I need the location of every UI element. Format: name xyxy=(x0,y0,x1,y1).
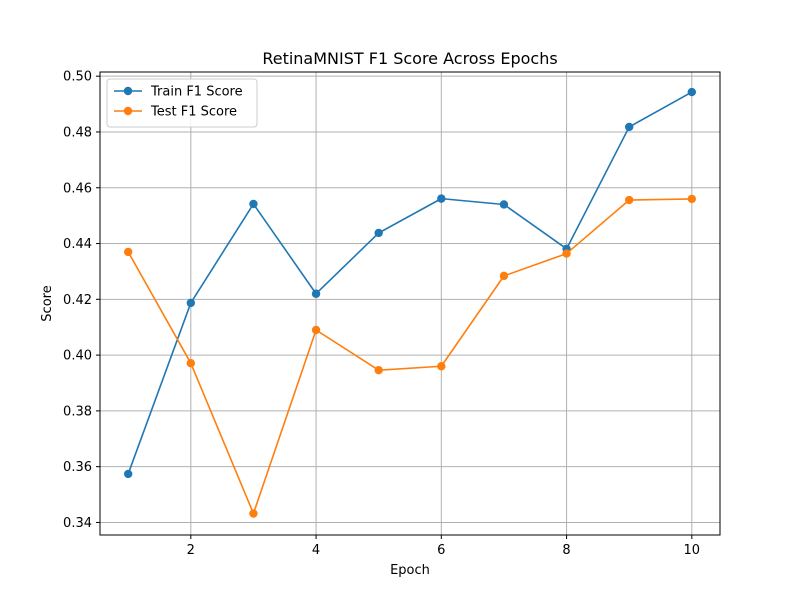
train-f1-score-point xyxy=(687,87,697,97)
chart-title: RetinaMNIST F1 Score Across Epochs xyxy=(262,49,557,68)
test-f1-score-point xyxy=(499,271,509,281)
legend-train-f1-score-swatch-marker xyxy=(123,86,133,96)
legend-train-f1-score-label: Train F1 Score xyxy=(150,85,243,100)
test-f1-score-point xyxy=(249,509,258,518)
grid-lines xyxy=(100,72,720,535)
train-f1-score-point xyxy=(499,200,509,209)
y-axis: 0.34 0.36 0.38 0.40 0.42 0.44 0.46 0.48 0.50 xyxy=(63,70,100,531)
train-f1-score-line xyxy=(127,91,693,475)
test-f1-score-point xyxy=(186,358,196,368)
legend-box xyxy=(106,78,258,128)
test-f1-score-point xyxy=(687,194,697,204)
train-f1-score-point xyxy=(311,289,321,298)
test-f1-score-point xyxy=(123,247,133,257)
y-tick-label: 0.42 xyxy=(63,293,92,308)
y-tick-label: 0.50 xyxy=(63,70,92,85)
x-tick-label: 10 xyxy=(684,543,701,558)
legend-test-f1-score-label: Test F1 Score xyxy=(150,105,237,120)
test-f1-score-point xyxy=(624,195,634,205)
x-tick-label: 6 xyxy=(437,543,445,558)
x-tick-label: 4 xyxy=(312,543,320,558)
test-f1-score-point xyxy=(437,362,446,371)
train-f1-score-point xyxy=(437,194,446,203)
legend: Train F1 Score Test F1 Score xyxy=(106,78,258,128)
test-f1-score-line xyxy=(127,198,692,515)
y-tick-label: 0.34 xyxy=(63,516,92,531)
y-tick-label: 0.40 xyxy=(63,349,92,364)
train-f1-score-point xyxy=(624,122,634,132)
y-tick-label: 0.46 xyxy=(63,181,92,196)
train-f1-score-point xyxy=(249,199,258,209)
y-tick-label: 0.38 xyxy=(63,404,92,419)
x-tick-label: 2 xyxy=(187,543,195,558)
x-axis-label: Epoch xyxy=(390,563,430,578)
y-axis-label: Score xyxy=(40,285,55,321)
train-f1-score-point xyxy=(374,228,383,238)
y-tick-label: 0.44 xyxy=(63,237,92,252)
test-f1-score-point xyxy=(562,249,571,258)
y-tick-label: 0.36 xyxy=(63,460,92,475)
series-lines xyxy=(123,87,697,518)
train-f1-score-point xyxy=(123,469,133,479)
plot-frame xyxy=(99,71,721,536)
test-f1-score-point xyxy=(374,365,383,375)
x-axis: 2 4 6 8 10 xyxy=(187,535,700,558)
test-f1-score-point xyxy=(311,325,321,335)
train-f1-score-point xyxy=(186,298,196,308)
x-tick-label: 8 xyxy=(562,543,570,558)
legend-test-f1-score-swatch-marker xyxy=(123,106,133,116)
y-tick-label: 0.48 xyxy=(63,125,92,140)
